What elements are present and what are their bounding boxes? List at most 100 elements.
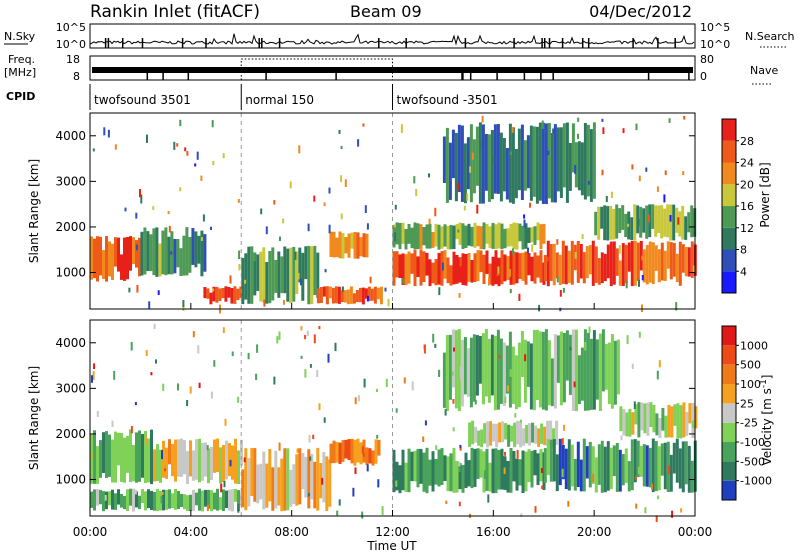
x-tick-label: 00:00 [73, 525, 108, 539]
heatmap-speck [458, 293, 461, 298]
heatmap-speck [294, 251, 297, 260]
colorbar-tick-label: 1000 [740, 339, 768, 352]
heatmap-cell [431, 451, 435, 492]
heatmap-cell [108, 241, 111, 277]
heatmap-cell [117, 489, 120, 505]
heatmap-speck [196, 151, 199, 160]
heatmap-speck [289, 181, 292, 189]
heatmap-speck [243, 457, 246, 463]
heatmap-cell [353, 439, 357, 466]
heatmap-cell [501, 421, 505, 443]
heatmap-cell [132, 445, 135, 482]
heatmap-speck [668, 465, 671, 475]
heatmap-speck [304, 369, 307, 378]
heatmap-cell [594, 457, 598, 493]
heatmap-cell [171, 443, 174, 477]
colorbar-tick-label: 16 [740, 200, 754, 213]
heatmap-speck [307, 493, 310, 497]
y-tick-label: 2000 [55, 220, 86, 234]
heatmap-cell [227, 287, 231, 298]
heatmap-cell [567, 439, 571, 491]
heatmap-cell [277, 467, 281, 506]
heatmap-speck [394, 204, 397, 210]
heatmap-speck [200, 175, 203, 181]
heatmap-cell [413, 222, 417, 250]
heatmap-cell [618, 449, 622, 492]
heatmap-cell [265, 463, 269, 508]
heatmap-cell [162, 440, 165, 478]
heatmap-cell [458, 257, 462, 283]
heatmap-cell [313, 245, 317, 295]
heatmap-cell [376, 287, 380, 300]
heatmap-speck [273, 200, 276, 205]
heatmap-cell [460, 339, 464, 407]
heatmap-speck [316, 370, 319, 377]
heatmap-cell [684, 441, 688, 485]
heatmap-speck [366, 295, 369, 302]
heatmap-cell [464, 254, 468, 286]
colorbar-frame [721, 325, 737, 501]
heatmap-cell [498, 422, 502, 443]
heatmap-cell [533, 449, 537, 476]
heatmap-cell [203, 287, 207, 299]
heatmap-cell [120, 433, 123, 482]
heatmap-cell [231, 445, 234, 480]
heatmap-cell [206, 288, 210, 299]
heatmap-speck [584, 341, 587, 351]
colorbar-swatch [722, 442, 736, 462]
heatmap-cell [307, 245, 311, 305]
heatmap-cell [555, 252, 559, 279]
heatmap-cell [286, 448, 290, 511]
heatmap-cell [216, 438, 219, 473]
heatmap-cell [316, 447, 320, 511]
heatmap-cell [358, 287, 362, 303]
heatmap-cell [484, 329, 488, 397]
heatmap-speck [434, 343, 437, 348]
heatmap-speck [511, 248, 514, 256]
heatmap-cell [690, 205, 694, 238]
heatmap-speck [161, 450, 163, 460]
heatmap-cell [138, 495, 141, 510]
heatmap-cell [283, 448, 287, 511]
heatmap-cell [295, 251, 299, 294]
heatmap-cell [365, 233, 369, 258]
heatmap-cell [521, 225, 525, 250]
heatmap-cell [425, 224, 429, 249]
heatmap-cell [600, 252, 604, 284]
heatmap-cell [93, 238, 96, 279]
heatmap-speck [186, 151, 189, 156]
heatmap-speck [111, 420, 114, 427]
heatmap-cell [657, 205, 661, 233]
heatmap-cell [594, 211, 598, 236]
heatmap-cell [445, 127, 449, 203]
heatmap-cell [256, 254, 260, 291]
heatmap-cell [549, 244, 553, 281]
heatmap-cell [268, 449, 272, 502]
cpid-row: CPID twofsound 3501 normal 150 twofsound -… [6, 84, 498, 110]
heatmap-cell [177, 439, 180, 477]
heatmap-cell [511, 346, 515, 404]
colorbar-swatch [722, 271, 736, 294]
heatmap-cell [550, 358, 554, 407]
heatmap-cell [373, 286, 377, 304]
heatmap-cell [494, 250, 498, 285]
heatmap-cell [630, 217, 634, 241]
heatmap-cell [334, 286, 338, 304]
heatmap-cell [529, 125, 533, 201]
heatmap-speck [509, 369, 512, 377]
heatmap-speck [377, 479, 380, 488]
nave-tick-top: 80 [700, 53, 714, 66]
heatmap-speck [384, 287, 387, 292]
heatmap-cell [631, 412, 635, 435]
heatmap-cell [451, 329, 455, 388]
heatmap-cell [428, 259, 432, 287]
heatmap-speck [313, 334, 316, 344]
x-tick-label: 12:00 [375, 525, 410, 539]
heatmap-cell [247, 246, 251, 304]
heatmap-cell [508, 123, 512, 203]
heatmap-cell [542, 223, 546, 244]
heatmap-speck [354, 467, 357, 474]
heatmap-cell [642, 208, 646, 233]
heatmap-cell [452, 225, 456, 250]
heatmap-cell [479, 226, 483, 250]
